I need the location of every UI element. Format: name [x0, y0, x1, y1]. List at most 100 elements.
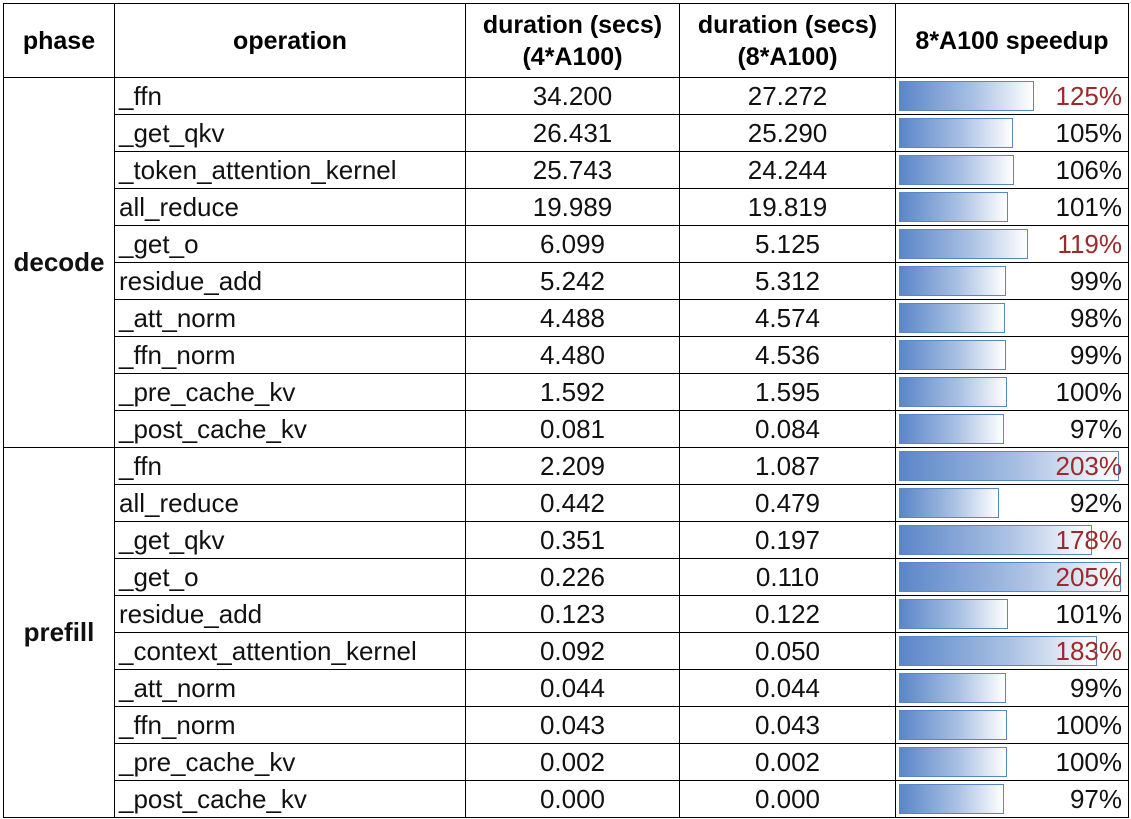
speedup-bar — [899, 118, 1013, 148]
table-row: residue_add 5.242 5.312 99% — [4, 262, 1129, 300]
speedup-label: 98% — [1069, 303, 1122, 333]
duration-8-cell: 27.272 — [679, 77, 896, 115]
duration-8-cell: 25.290 — [679, 114, 896, 152]
speedup-cell: 106% — [895, 151, 1129, 189]
speedup-bar — [899, 81, 1034, 111]
speedup-cell: 101% — [895, 595, 1129, 633]
speedup-bar — [899, 710, 1007, 740]
speedup-cell: 97% — [895, 410, 1129, 448]
duration-4-cell: 19.989 — [465, 188, 680, 226]
table-row: residue_add 0.123 0.122 101% — [4, 595, 1129, 633]
speedup-label: 100% — [1055, 377, 1123, 407]
operation-cell: _get_o — [114, 558, 466, 596]
operation-cell: all_reduce — [114, 188, 466, 226]
table-row: _ffn_norm 0.043 0.043 100% — [4, 706, 1129, 744]
duration-8-cell: 0.000 — [679, 780, 896, 818]
speedup-cell: 92% — [895, 484, 1129, 522]
duration-4-cell: 0.092 — [465, 632, 680, 670]
duration-4-cell: 0.081 — [465, 410, 680, 448]
operation-cell: _get_qkv — [114, 521, 466, 559]
header-phase: phase — [3, 3, 115, 78]
duration-8-cell: 1.595 — [679, 373, 896, 411]
speedup-bar — [899, 303, 1005, 333]
duration-4-cell: 0.226 — [465, 558, 680, 596]
table-row: _get_qkv 0.351 0.197 178% — [4, 521, 1129, 559]
operation-cell: _ffn_norm — [114, 336, 466, 374]
table-row: _att_norm 0.044 0.044 99% — [4, 669, 1129, 707]
speedup-bar — [899, 192, 1008, 222]
duration-4-cell: 4.480 — [465, 336, 680, 374]
duration-8-cell: 5.312 — [679, 262, 896, 300]
duration-8-cell: 0.479 — [679, 484, 896, 522]
operation-cell: _ffn — [114, 77, 466, 115]
speedup-label: 106% — [1055, 155, 1123, 185]
duration-4-cell: 1.592 — [465, 373, 680, 411]
operation-cell: all_reduce — [114, 484, 466, 522]
operation-cell: _ffn — [114, 447, 466, 485]
phase-cell: prefill — [3, 447, 115, 818]
duration-4-cell: 0.044 — [465, 669, 680, 707]
phase-cell: decode — [3, 77, 115, 448]
speedup-cell: 99% — [895, 262, 1129, 300]
speedup-cell: 97% — [895, 780, 1129, 818]
speedup-label: 205% — [1055, 562, 1123, 592]
duration-4-cell: 6.099 — [465, 225, 680, 263]
table-body: decode _ffn 34.200 27.272 125% _get_qkv 26.431… — [3, 77, 1129, 818]
duration-8-cell: 24.244 — [679, 151, 896, 189]
operation-cell: _pre_cache_kv — [114, 743, 466, 781]
duration-8-cell: 0.197 — [679, 521, 896, 559]
operation-cell: _token_attention_kernel — [114, 151, 466, 189]
duration-8-cell: 0.122 — [679, 595, 896, 633]
speedup-label: 99% — [1069, 266, 1122, 296]
speedup-cell: 101% — [895, 188, 1129, 226]
table-row: decode _ffn 34.200 27.272 125% — [3, 77, 1129, 448]
speedup-label: 178% — [1055, 525, 1123, 555]
duration-8-cell: 19.819 — [679, 188, 896, 226]
speedup-cell: 100% — [895, 743, 1129, 781]
operation-cell: _pre_cache_kv — [114, 373, 466, 411]
speedup-cell: 125% — [895, 77, 1129, 115]
speedup-cell: 105% — [895, 114, 1129, 152]
header-speedup: 8*A100 speedup — [895, 3, 1129, 78]
header-duration-4-line2: (4*A100) — [522, 42, 623, 71]
table-row: prefill _ffn 2.209 1.087 203% — [3, 447, 1129, 818]
speedup-bar — [899, 525, 1092, 555]
duration-8-cell: 4.536 — [679, 336, 896, 374]
speedup-bar — [899, 377, 1007, 407]
speedup-cell: 99% — [895, 336, 1129, 374]
speedup-cell: 119% — [895, 225, 1129, 263]
speedup-bar — [899, 599, 1008, 629]
operation-cell: _post_cache_kv — [114, 410, 466, 448]
speedup-cell: 99% — [895, 669, 1129, 707]
speedup-cell: 183% — [895, 632, 1129, 670]
speedup-bar — [899, 747, 1007, 777]
speedup-label: 100% — [1055, 710, 1123, 740]
speedup-bar — [899, 229, 1028, 259]
speedup-bar — [899, 636, 1097, 666]
table-row: _att_norm 4.488 4.574 98% — [4, 299, 1129, 337]
duration-8-cell: 1.087 — [679, 447, 896, 485]
header-operation: operation — [114, 3, 466, 78]
table-row: _token_attention_kernel 25.743 24.244 106% — [4, 151, 1129, 189]
operation-cell: _get_o — [114, 225, 466, 263]
operation-cell: _context_attention_kernel — [114, 632, 466, 670]
table-row: _pre_cache_kv 0.002 0.002 100% — [4, 743, 1129, 781]
duration-8-cell: 0.084 — [679, 410, 896, 448]
speedup-label: 101% — [1055, 192, 1123, 222]
header-duration-8-line2: (8*A100) — [737, 42, 838, 71]
speedup-cell: 178% — [895, 521, 1129, 559]
speedup-cell: 100% — [895, 706, 1129, 744]
speedup-bar — [899, 673, 1006, 703]
speedup-label: 183% — [1055, 636, 1123, 666]
speedup-bar — [899, 414, 1004, 444]
duration-4-cell: 25.743 — [465, 151, 680, 189]
speedup-bar — [899, 266, 1006, 296]
header-row: phase operation duration (secs) (4*A100)… — [3, 3, 1129, 78]
speedup-cell: 98% — [895, 299, 1129, 337]
operation-cell: _att_norm — [114, 669, 466, 707]
duration-4-cell: 0.123 — [465, 595, 680, 633]
table-row: all_reduce 0.442 0.479 92% — [4, 484, 1129, 522]
speedup-label: 125% — [1055, 81, 1123, 111]
table-row: _get_o 6.099 5.125 119% — [4, 225, 1129, 263]
table-row: _post_cache_kv 0.000 0.000 97% — [4, 780, 1129, 818]
